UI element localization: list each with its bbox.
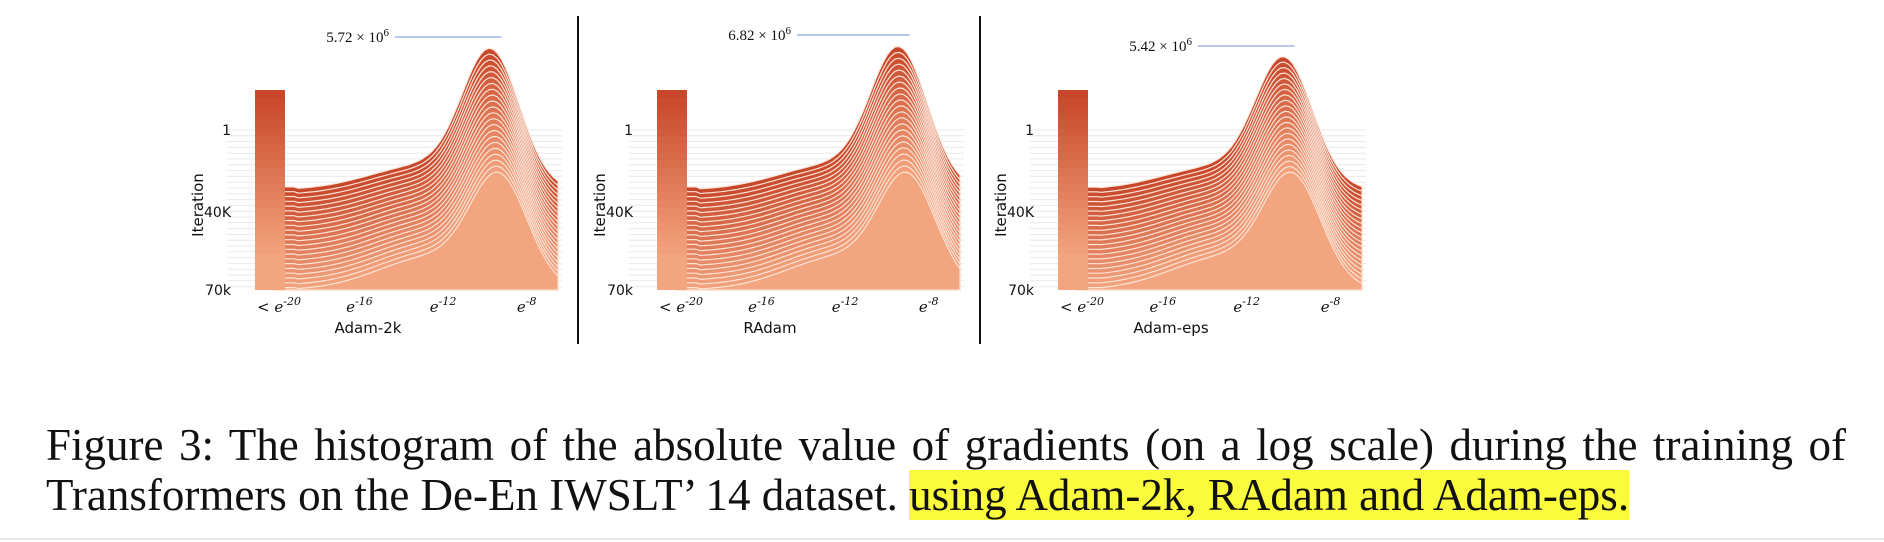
y-tick-label: 40K bbox=[204, 205, 232, 221]
chart-panel-3: 5.42 × 106 1 40K 70k Iteration < e-20 e-16 e-12… bbox=[992, 36, 1366, 337]
x-axis-label: Adam-eps bbox=[1133, 319, 1208, 337]
y-tick-label: 40K bbox=[1007, 205, 1035, 221]
y-axis-label: Iteration bbox=[992, 173, 1010, 237]
y-tick-label: 1 bbox=[222, 123, 231, 139]
x-tick-label: < e-20 bbox=[257, 295, 301, 316]
y-axis-label: Iteration bbox=[189, 173, 207, 237]
y-tick-label: 70k bbox=[1008, 283, 1035, 299]
x-tick-label: e-16 bbox=[346, 295, 373, 316]
x-axis-label: RAdam bbox=[743, 319, 796, 337]
ridge-layer bbox=[273, 171, 559, 291]
figure-caption: Figure 3: The histogram of the absolute … bbox=[46, 420, 1846, 520]
x-axis-label: Adam-2k bbox=[335, 319, 402, 337]
x-tick-label: < e-20 bbox=[1060, 295, 1104, 316]
peak-annotation: 5.42 × 106 bbox=[1129, 36, 1192, 55]
chart-panel-2: 6.82 × 106 1 40K 70k Iteration < e-20 e-16 e-12… bbox=[591, 16, 981, 344]
x-tick-label: e-16 bbox=[748, 295, 775, 316]
peak-annotation: 6.82 × 106 bbox=[728, 25, 791, 44]
x-tick-label: e-8 bbox=[1321, 295, 1341, 316]
underflow-block bbox=[657, 254, 687, 290]
y-tick-label: 40K bbox=[606, 205, 634, 221]
x-tick-label: e-16 bbox=[1150, 295, 1177, 316]
figure-panels: 5.72 × 106 1 40K 70k Iteration < e-20 e-16 e-12… bbox=[189, 16, 1366, 344]
bottom-divider bbox=[0, 538, 1884, 540]
peak-annotation: 5.72 × 106 bbox=[326, 27, 389, 46]
ridge-layer bbox=[1076, 171, 1363, 291]
y-axis-label: Iteration bbox=[591, 173, 609, 237]
y-tick-label: 70k bbox=[607, 283, 634, 299]
chart-panel-1: 5.72 × 106 1 40K 70k Iteration < e-20 e-16 e-12… bbox=[189, 16, 579, 344]
x-tick-label: e-8 bbox=[919, 295, 939, 316]
underflow-block bbox=[255, 254, 285, 290]
ridge-layer bbox=[675, 171, 961, 291]
x-tick-label: e-8 bbox=[517, 295, 537, 316]
y-tick-label: 1 bbox=[1025, 123, 1034, 139]
x-tick-label: e-12 bbox=[1233, 295, 1260, 316]
y-tick-label: 1 bbox=[624, 123, 633, 139]
underflow-block bbox=[1058, 254, 1088, 290]
caption-text: Figure 3: The histogram of the absolute … bbox=[46, 420, 1846, 520]
x-tick-label: e-12 bbox=[430, 295, 457, 316]
x-tick-label: e-12 bbox=[832, 295, 859, 316]
x-tick-label: < e-20 bbox=[659, 295, 703, 316]
caption-highlight: using Adam-2k, RAdam and Adam-eps. bbox=[909, 470, 1630, 520]
y-tick-label: 70k bbox=[205, 283, 232, 299]
